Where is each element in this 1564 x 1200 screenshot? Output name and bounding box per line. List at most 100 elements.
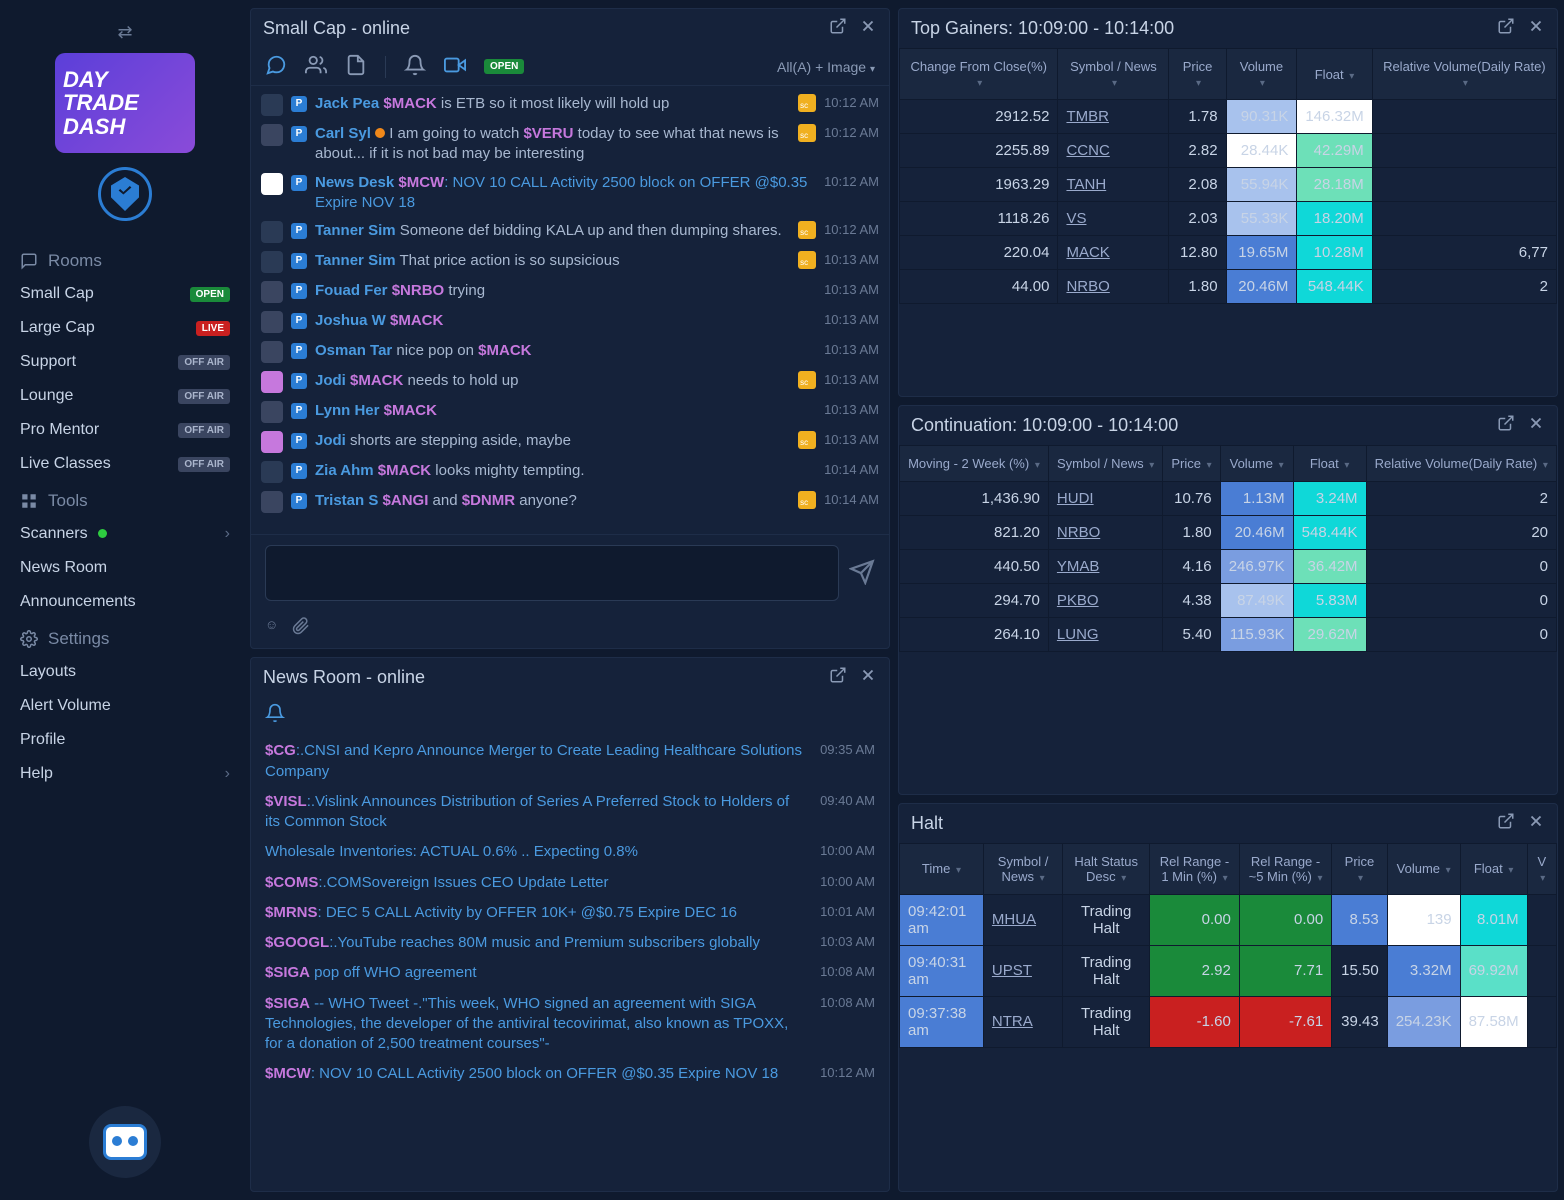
table-row[interactable]: 220.04MACK12.8019.65M10.28M6,77	[900, 236, 1557, 270]
news-item[interactable]: $COMS:.COMSovereign Issues CEO Update Le…	[265, 868, 875, 898]
table-row[interactable]: 2912.52TMBR1.7890.31K146.32M	[900, 100, 1557, 134]
news-item[interactable]: $SIGA pop off WHO agreement10:08 AM	[265, 958, 875, 988]
sidebar-item[interactable]: Small CapOPEN	[0, 277, 250, 311]
column-header[interactable]: Float ▾	[1293, 446, 1366, 482]
column-header[interactable]: Volume ▾	[1226, 49, 1297, 100]
halt-panel: Halt Time ▾Symbol / News ▾Halt Status De…	[898, 803, 1558, 1192]
column-header[interactable]: Price ▾	[1163, 446, 1220, 482]
chat-message: PTanner Sim Someone def bidding KALA up …	[261, 217, 879, 247]
column-header[interactable]: Time ▾	[900, 843, 984, 894]
sidebar-item[interactable]: Pro MentorOFF AIR	[0, 413, 250, 447]
column-header[interactable]: Symbol / News ▾	[1058, 49, 1169, 100]
people-tab-icon[interactable]	[305, 54, 327, 79]
sidebar-item[interactable]: Large CapLIVE	[0, 311, 250, 345]
column-header[interactable]: Price ▾	[1169, 49, 1226, 100]
popout-icon[interactable]	[1497, 17, 1515, 40]
news-item[interactable]: $MCW: NOV 10 CALL Activity 2500 block on…	[265, 1059, 875, 1089]
news-panel: News Room - online $CG:.CNSI and Kepro A…	[250, 657, 890, 1192]
close-icon[interactable]	[1527, 414, 1545, 437]
doc-tab-icon[interactable]	[345, 54, 367, 79]
sidebar-item[interactable]: Layouts	[0, 655, 250, 689]
emoji-icon[interactable]: ☺	[265, 617, 278, 638]
sidebar-item[interactable]: News Room	[0, 551, 250, 585]
column-header[interactable]: Float ▾	[1297, 49, 1372, 100]
table-row[interactable]: 09:40:31 amUPSTTrading Halt2.927.7115.50…	[900, 945, 1557, 996]
table-row[interactable]: 44.00NRBO1.8020.46M548.44K2	[900, 270, 1557, 304]
chat-input[interactable]	[265, 545, 839, 601]
table-row[interactable]: 1118.26VS2.0355.33K18.20M	[900, 202, 1557, 236]
chat-filter[interactable]: All(A) + Image ▾	[777, 59, 875, 75]
news-item[interactable]: $GOOGL:.YouTube reaches 80M music and Pr…	[265, 928, 875, 958]
table-row[interactable]: 294.70PKBO4.3887.49K5.83M0	[900, 584, 1557, 618]
popout-icon[interactable]	[1497, 414, 1515, 437]
sidebar-item[interactable]: Scanners ›	[0, 517, 250, 551]
column-header[interactable]: Float ▾	[1460, 843, 1527, 894]
column-header[interactable]: Symbol / News ▾	[1048, 446, 1162, 482]
close-icon[interactable]	[859, 17, 877, 40]
column-header[interactable]: Relative Volume(Daily Rate) ▾	[1372, 49, 1556, 100]
column-header[interactable]: Rel Range - 1 Min (%) ▾	[1150, 843, 1240, 894]
column-header[interactable]: Moving - 2 Week (%) ▾	[900, 446, 1049, 482]
tools-header: Tools	[0, 481, 250, 517]
close-icon[interactable]	[1527, 17, 1545, 40]
column-header[interactable]: Volume ▾	[1220, 446, 1293, 482]
table-row[interactable]: 2255.89CCNC2.8228.44K42.29M	[900, 134, 1557, 168]
popout-icon[interactable]	[1497, 812, 1515, 835]
open-badge: OPEN	[484, 59, 524, 74]
swap-icon[interactable]: ⇄	[117, 22, 132, 43]
chat-tab-icon[interactable]	[265, 54, 287, 79]
chat-message: PJack Pea $MACK is ETB so it most likely…	[261, 90, 879, 120]
sidebar-item[interactable]: Help›	[0, 757, 250, 791]
chat-message-list: PJack Pea $MACK is ETB so it most likely…	[251, 86, 889, 534]
attach-icon[interactable]	[292, 617, 310, 638]
news-item[interactable]: Wholesale Inventories: ACTUAL 0.6% .. Ex…	[265, 837, 875, 867]
table-row[interactable]: 440.50YMAB4.16246.97K36.42M0	[900, 550, 1557, 584]
close-icon[interactable]	[1527, 812, 1545, 835]
news-item[interactable]: $MRNS: DEC 5 CALL Activity by OFFER 10K+…	[265, 898, 875, 928]
table-row[interactable]: 1963.29TANH2.0855.94K28.18M	[900, 168, 1557, 202]
send-icon[interactable]	[849, 559, 875, 588]
column-header[interactable]: Symbol / News ▾	[983, 843, 1062, 894]
bell-icon[interactable]	[404, 54, 426, 79]
gainers-table: Change From Close(%) ▾Symbol / News ▾Pri…	[899, 48, 1557, 304]
sidebar-item[interactable]: Alert Volume	[0, 689, 250, 723]
sidebar-item[interactable]: Live ClassesOFF AIR	[0, 447, 250, 481]
table-row[interactable]: 09:37:38 amNTRATrading Halt-1.60-7.6139.…	[900, 996, 1557, 1047]
sidebar-item[interactable]: Announcements	[0, 585, 250, 619]
chat-panel: Small Cap - online OPEN All(A) + Image ▾…	[250, 8, 890, 649]
sidebar-item[interactable]: SupportOFF AIR	[0, 345, 250, 379]
table-row[interactable]: 1,436.90HUDI10.761.13M3.24M2	[900, 482, 1557, 516]
chat-message: PJodi shorts are stepping aside, maybe10…	[261, 427, 879, 457]
column-header[interactable]: Change From Close(%) ▾	[900, 49, 1058, 100]
table-row[interactable]: 264.10LUNG5.40115.93K29.62M0	[900, 618, 1557, 652]
table-row[interactable]: 821.20NRBO1.8020.46M548.44K20	[900, 516, 1557, 550]
bell-icon[interactable]	[251, 697, 889, 732]
sidebar-item[interactable]: LoungeOFF AIR	[0, 379, 250, 413]
continuation-table: Moving - 2 Week (%) ▾Symbol / News ▾Pric…	[899, 445, 1557, 652]
sidebar: ⇄ DAY TRADE DASH Rooms Small CapOPENLarg…	[0, 0, 250, 1200]
news-title: News Room - online	[263, 667, 425, 688]
news-item[interactable]: $VISL:.Vislink Announces Distribution of…	[265, 787, 875, 838]
column-header[interactable]: V ▾	[1527, 843, 1556, 894]
news-item[interactable]: $CG:.CNSI and Kepro Announce Merger to C…	[265, 736, 875, 787]
column-header[interactable]: Relative Volume(Daily Rate) ▾	[1366, 446, 1556, 482]
table-row[interactable]: 09:42:01 amMHUATrading Halt0.000.008.531…	[900, 894, 1557, 945]
chat-message: PLynn Her $MACK10:13 AM	[261, 397, 879, 427]
sidebar-item[interactable]: Profile	[0, 723, 250, 757]
column-header[interactable]: Price ▾	[1332, 843, 1387, 894]
close-icon[interactable]	[859, 666, 877, 689]
news-item[interactable]: $SIGA -- WHO Tweet -."This week, WHO sig…	[265, 989, 875, 1060]
popout-icon[interactable]	[829, 17, 847, 40]
column-header[interactable]: Halt Status Desc ▾	[1063, 843, 1150, 894]
gainers-panel: Top Gainers: 10:09:00 - 10:14:00 Change …	[898, 8, 1558, 397]
popout-icon[interactable]	[829, 666, 847, 689]
column-header[interactable]: Volume ▾	[1387, 843, 1460, 894]
video-icon[interactable]	[444, 54, 466, 79]
chat-message: PJodi $MACK needs to hold up10:13 AM	[261, 367, 879, 397]
bot-icon[interactable]	[89, 1106, 161, 1178]
news-list: $CG:.CNSI and Kepro Announce Merger to C…	[251, 732, 889, 1191]
gainers-title: Top Gainers: 10:09:00 - 10:14:00	[911, 18, 1174, 39]
continuation-title: Continuation: 10:09:00 - 10:14:00	[911, 415, 1178, 436]
column-header[interactable]: Rel Range - ~5 Min (%) ▾	[1239, 843, 1331, 894]
halt-title: Halt	[911, 813, 943, 834]
